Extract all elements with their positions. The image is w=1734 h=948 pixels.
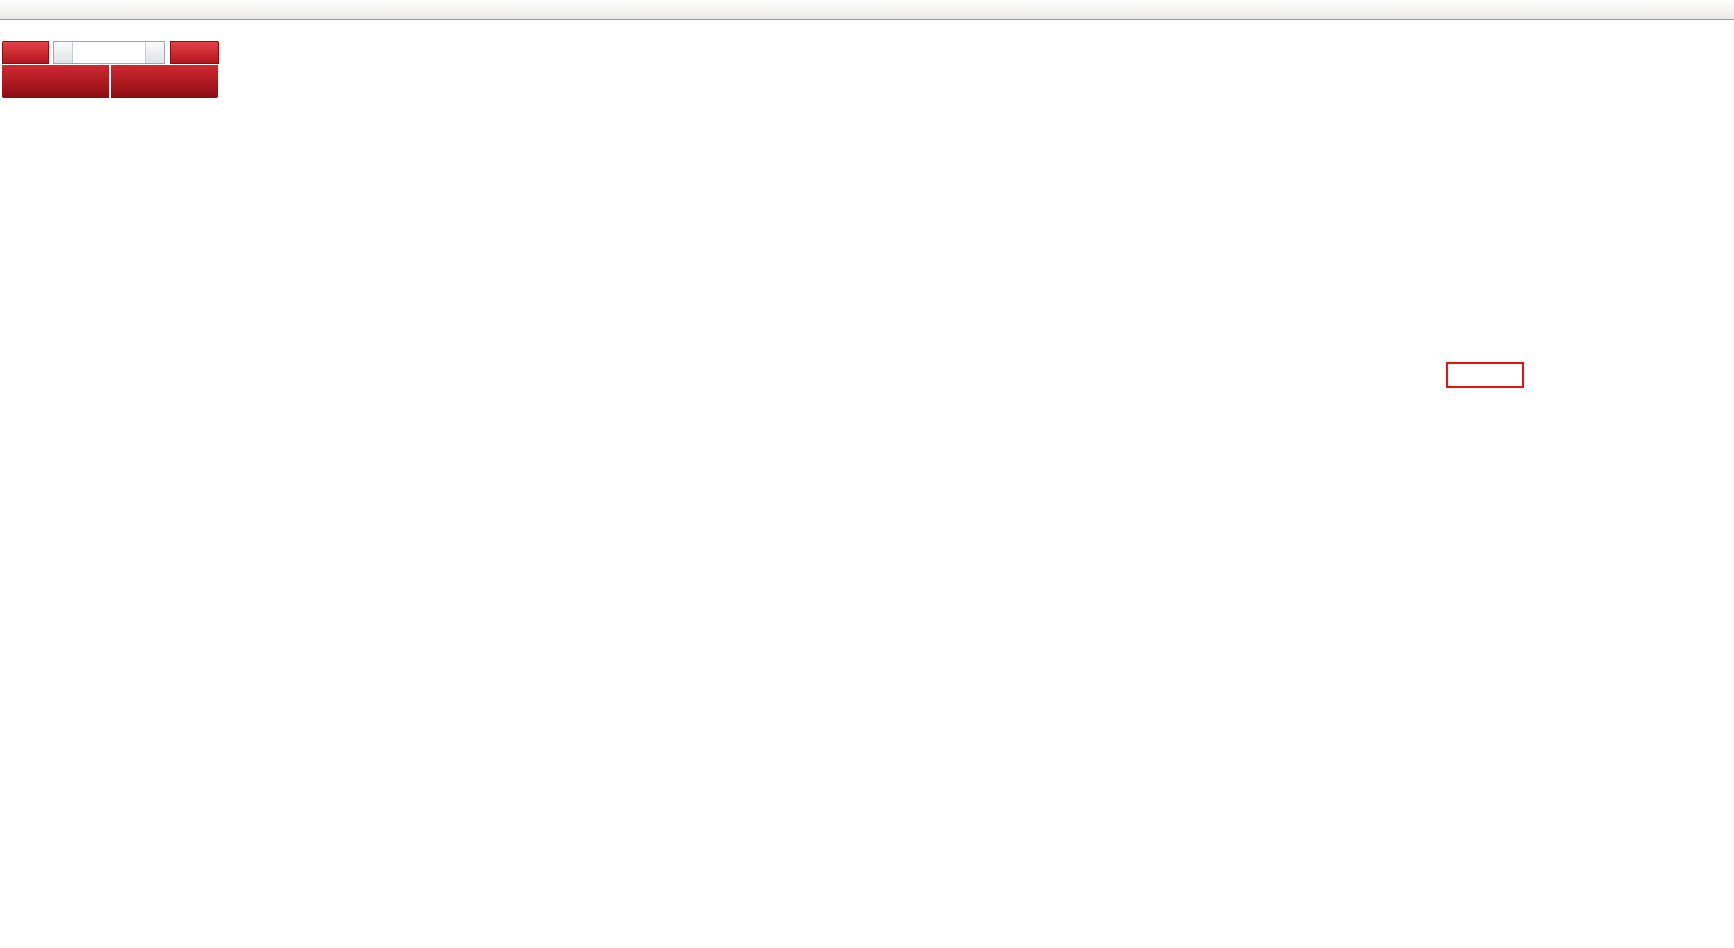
one-click-trading-panel	[2, 41, 219, 98]
chart-symbol-title	[5, 24, 15, 36]
toolbar	[0, 0, 1734, 20]
price-chart[interactable]	[0, 20, 1734, 948]
sell-price-button[interactable]	[2, 65, 109, 98]
sell-button[interactable]	[2, 41, 49, 64]
volume-down-button[interactable]	[54, 42, 73, 63]
buy-price-button[interactable]	[111, 65, 218, 98]
volume-up-button[interactable]	[145, 42, 164, 63]
price-callout-133031	[1446, 362, 1524, 388]
volume-field[interactable]	[73, 42, 145, 63]
chart-window	[0, 20, 1734, 948]
volume-spinner	[53, 41, 165, 64]
buy-button[interactable]	[170, 41, 219, 64]
